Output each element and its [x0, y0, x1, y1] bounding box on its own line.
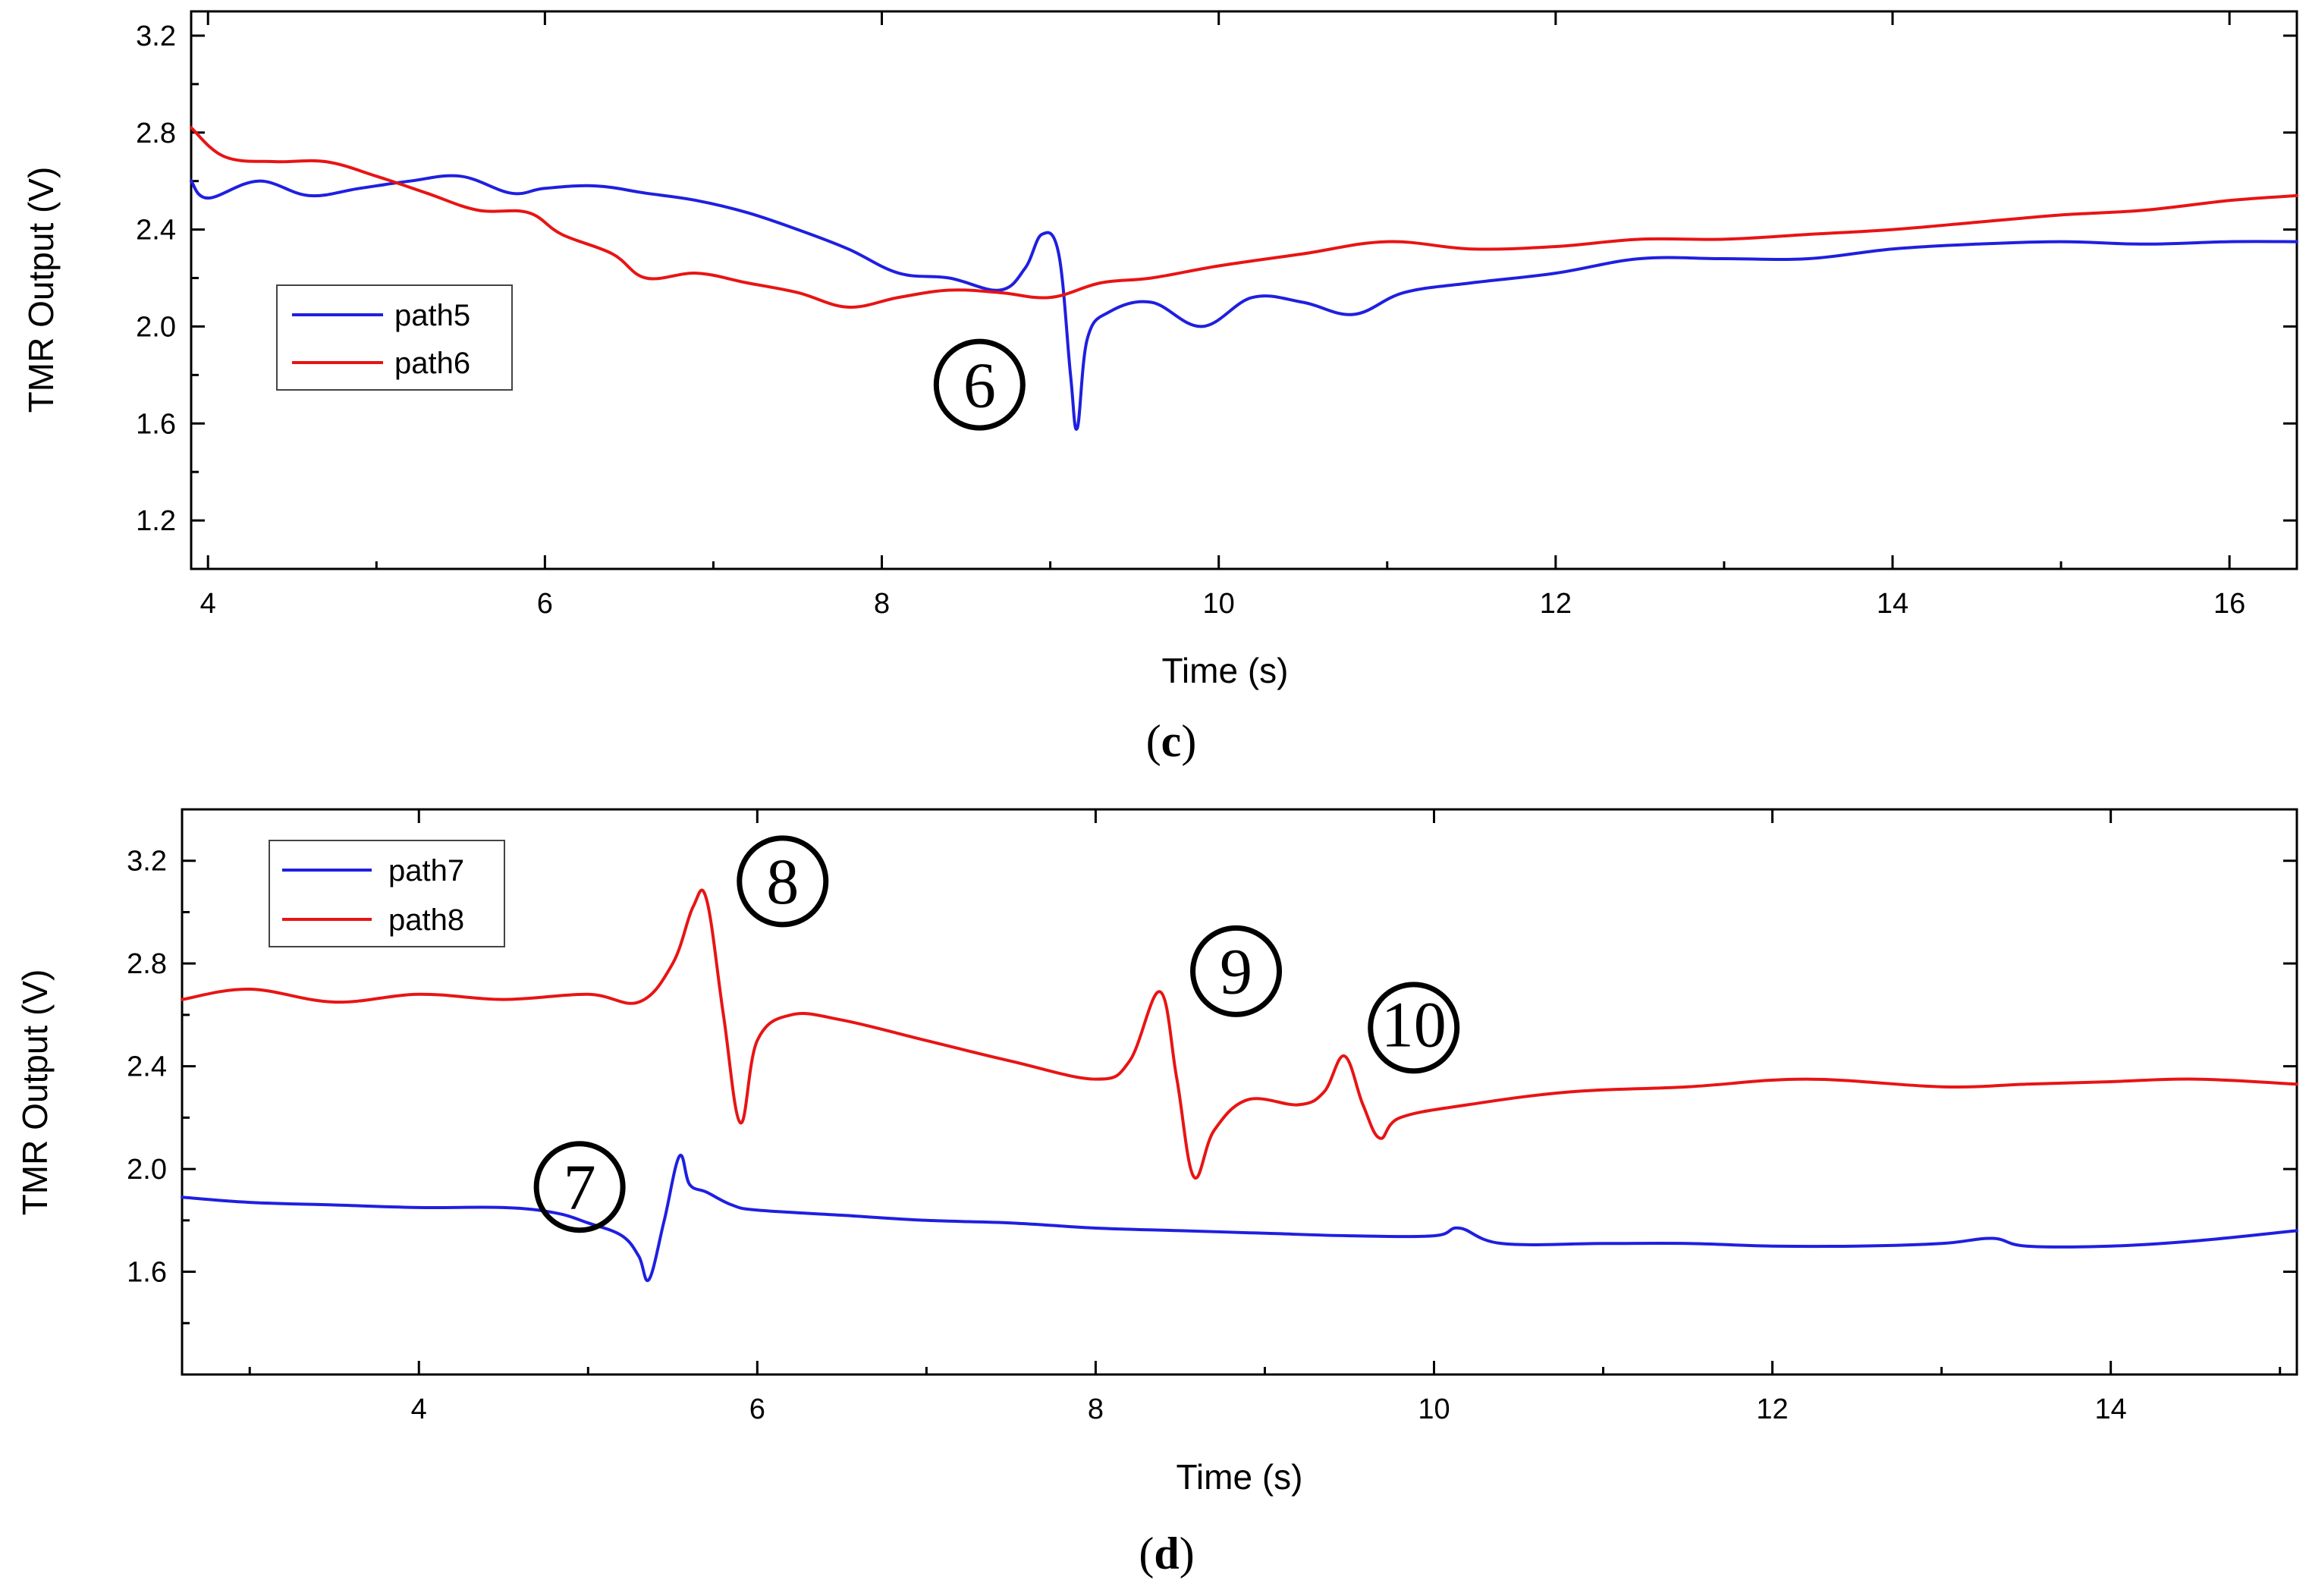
xtick-label-c-6: 16 [2213, 588, 2245, 620]
ytick-label-c-3: 2.4 [136, 215, 176, 247]
ylabel-c: TMR Output (V) [21, 167, 61, 413]
annotation-circle-10 [1368, 982, 1460, 1074]
xtick-label-d-5: 14 [2095, 1393, 2127, 1425]
annotation-label-6: 6 [963, 348, 996, 421]
ytick-label-d-2: 2.4 [127, 1051, 167, 1083]
ytick-label-c-4: 2.8 [136, 118, 176, 149]
annotation-label-7: 7 [564, 1151, 596, 1224]
plot-frame-c [190, 10, 2298, 570]
xtick-label-d-3: 10 [1418, 1393, 1450, 1425]
legend-label-path8: path8 [388, 903, 464, 937]
xtick-label-c-4: 12 [1540, 588, 1572, 620]
xtick-label-c-5: 14 [1877, 588, 1908, 620]
ytick-label-c-2: 2.0 [136, 311, 176, 343]
ytick-label-c-5: 3.2 [136, 20, 176, 52]
ytick-label-d-0: 1.6 [127, 1257, 167, 1289]
legend-c: path5 path6 [276, 284, 513, 391]
annotation-circle-8 [737, 835, 829, 928]
xtick-label-c-0: 4 [200, 588, 216, 620]
xtick-label-d-0: 4 [411, 1393, 427, 1425]
panel-label-d: (d) [1139, 1528, 1194, 1579]
ticks-c: 4 6 8 10 12 14 16 1.2 1.6 2.0 2.4 2.8 3.2 [136, 11, 2297, 620]
ytick-label-c-1: 1.6 [136, 408, 176, 440]
series-layer-d [181, 888, 2298, 1283]
plot-frame-d [181, 808, 2298, 1376]
annotation-label-10: 10 [1381, 988, 1447, 1060]
series-line-path7 [181, 1153, 2298, 1283]
annotations-c: 6 [933, 338, 1026, 431]
series-layer-c [190, 126, 2298, 431]
ytick-label-d-4: 3.2 [127, 846, 167, 878]
annotation-label-8: 8 [766, 845, 799, 918]
legend-d: path7 path8 [269, 840, 505, 947]
legend-label-path6: path6 [394, 347, 470, 380]
annotation-label-9: 9 [1220, 935, 1252, 1008]
xlabel-c: Time (s) [1162, 651, 1289, 690]
xtick-label-d-1: 6 [749, 1393, 765, 1425]
xtick-label-c-3: 10 [1203, 588, 1235, 620]
ytick-label-c-0: 1.2 [136, 505, 176, 537]
chart-c: 4 6 8 10 12 14 16 1.2 1.6 2.0 2.4 2.8 3.2 6 Time (s)… [21, 10, 2298, 766]
ticks-d: 4 6 8 10 12 14 1.6 2.0 2.4 2.8 3.2 [127, 809, 2297, 1425]
xtick-label-d-2: 8 [1088, 1393, 1104, 1425]
legend-label-path7: path7 [388, 854, 464, 888]
annotation-circle-9 [1190, 925, 1283, 1017]
xtick-label-d-4: 12 [1756, 1393, 1788, 1425]
series-line-path8 [181, 888, 2298, 1180]
series-line-path5 [190, 174, 2298, 431]
panel-letter-d: d [1154, 1528, 1179, 1579]
legend-box-d [269, 840, 505, 947]
legend-label-path5: path5 [394, 299, 470, 332]
annotation-circle-6 [933, 338, 1026, 431]
annotations-d: 7 8 9 10 [533, 835, 1460, 1233]
xlabel-d: Time (s) [1176, 1457, 1303, 1497]
ytick-label-d-3: 2.8 [127, 948, 167, 980]
xtick-label-c-1: 6 [537, 588, 553, 620]
annotation-circle-7 [533, 1141, 626, 1233]
panel-letter-c: c [1161, 716, 1182, 766]
ylabel-d: TMR Output (V) [15, 969, 55, 1216]
legend-box-c [276, 284, 513, 391]
xtick-label-c-2: 8 [874, 588, 890, 620]
ytick-label-d-1: 2.0 [127, 1154, 167, 1186]
panel-label-c: (c) [1146, 716, 1197, 766]
series-line-path6 [190, 126, 2298, 309]
